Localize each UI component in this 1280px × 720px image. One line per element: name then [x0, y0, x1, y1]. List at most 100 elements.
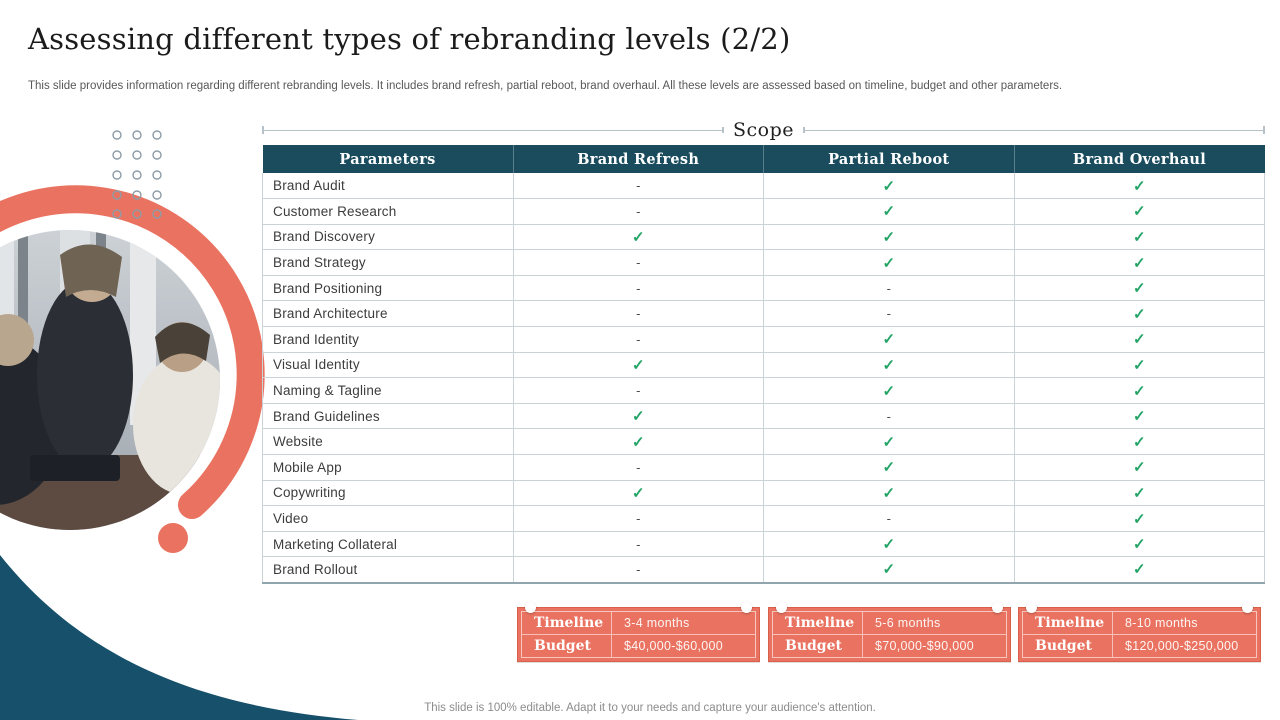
column-header-brand-overhaul: Brand Overhaul [1013, 145, 1265, 173]
check-mark: ✓ [1013, 505, 1265, 532]
check-mark: ✓ [512, 402, 764, 429]
check-mark: ✓ [1013, 530, 1265, 557]
check-mark: ✓ [1013, 326, 1265, 353]
dash-mark: - [512, 300, 764, 327]
dash-mark: - [512, 274, 764, 301]
timeline-value: 8-10 months [1113, 612, 1256, 635]
dash-mark: - [763, 505, 1015, 532]
coral-end-dot [158, 523, 188, 553]
check-mark: ✓ [512, 479, 764, 506]
timeline-label: Timeline [773, 612, 863, 635]
team-meeting-photo [0, 230, 220, 530]
check-mark: ✓ [1013, 300, 1265, 327]
check-mark: ✓ [763, 198, 1015, 225]
pin-icon [1242, 602, 1253, 613]
parameter-label: Naming & Tagline [262, 377, 514, 404]
divider-line [264, 129, 722, 131]
check-mark: ✓ [1013, 223, 1265, 250]
brand-overhaul-summary-card: Timeline 8-10 months Budget $120,000-$25… [1018, 602, 1261, 662]
column-header-brand-refresh: Brand Refresh [512, 145, 764, 173]
slide-subtitle: This slide provides information regardin… [28, 80, 1063, 92]
table-row: Mobile App - ✓ ✓ [262, 454, 1265, 481]
check-mark: ✓ [763, 556, 1015, 583]
dash-mark: - [763, 274, 1015, 301]
parameter-label: Brand Strategy [262, 249, 514, 276]
check-mark: ✓ [1013, 428, 1265, 455]
budget-value: $70,000-$90,000 [875, 638, 975, 653]
dash-mark: - [763, 402, 1015, 429]
scope-divider: Scope [262, 118, 1266, 142]
table-row: Brand Strategy - ✓ ✓ [262, 249, 1265, 276]
card-grid: Timeline 8-10 months Budget $120,000-$25… [1022, 611, 1257, 658]
budget-label: Budget [1023, 634, 1113, 657]
pin-icon [776, 602, 787, 613]
table-row: Marketing Collateral - ✓ ✓ [262, 530, 1265, 557]
check-mark: ✓ [763, 351, 1015, 378]
parameter-label: Video [262, 505, 514, 532]
divider-tick [803, 127, 806, 133]
scope-table-body: Brand Audit - ✓ ✓ Customer Research - ✓ ✓ Brand … [262, 173, 1265, 583]
check-mark: ✓ [1013, 198, 1265, 225]
dash-mark: - [512, 173, 764, 199]
budget-label: Budget [773, 634, 863, 657]
check-mark: ✓ [763, 173, 1015, 199]
dash-mark: - [763, 300, 1015, 327]
timeline-value: 5-6 months [863, 612, 1006, 635]
check-mark: ✓ [763, 428, 1015, 455]
dash-mark: - [512, 377, 764, 404]
dash-mark: - [512, 454, 764, 481]
parameter-label: Marketing Collateral [262, 530, 514, 557]
coral-ring-arc [0, 185, 265, 519]
parameter-label: Customer Research [262, 198, 514, 225]
check-mark: ✓ [763, 479, 1015, 506]
table-row: Brand Audit - ✓ ✓ [262, 173, 1265, 199]
budget-value: $120,000-$250,000 [1125, 638, 1239, 653]
dash-mark: - [512, 326, 764, 353]
table-row: Website ✓ ✓ ✓ [262, 428, 1265, 455]
parameter-label: Brand Architecture [262, 300, 514, 327]
table-row: Naming & Tagline - ✓ ✓ [262, 377, 1265, 404]
card-grid: Timeline 3-4 months Budget $40,000-$60,0… [521, 611, 756, 658]
table-row: Brand Guidelines ✓ - ✓ [262, 402, 1265, 429]
budget-label: Budget [522, 634, 612, 657]
header-row: Parameters Brand Refresh Partial Reboot … [262, 145, 1265, 173]
table-row: Brand Positioning - - ✓ [262, 274, 1265, 301]
parameter-label: Brand Positioning [262, 274, 514, 301]
check-mark: ✓ [763, 377, 1015, 404]
divider-tick [262, 126, 264, 134]
check-mark: ✓ [512, 428, 764, 455]
check-mark: ✓ [763, 326, 1015, 353]
check-mark: ✓ [1013, 479, 1265, 506]
check-mark: ✓ [763, 454, 1015, 481]
parameter-label: Mobile App [262, 454, 514, 481]
column-header-partial-reboot: Partial Reboot [763, 145, 1014, 173]
check-mark: ✓ [1013, 351, 1265, 378]
divider-line [805, 129, 1264, 131]
pin-icon [1026, 602, 1037, 613]
budget-value: $40,000-$60,000 [624, 638, 724, 653]
pin-icon [525, 602, 536, 613]
parameter-label: Copywriting [262, 479, 514, 506]
check-mark: ✓ [512, 351, 764, 378]
parameter-label: Brand Guidelines [262, 402, 514, 429]
scope-table: Parameters Brand Refresh Partial Reboot … [262, 145, 1265, 584]
pin-icon [741, 602, 752, 613]
dash-mark: - [512, 249, 764, 276]
card-grid: Timeline 5-6 months Budget $70,000-$90,0… [772, 611, 1007, 658]
parameter-label: Brand Identity [262, 326, 514, 353]
parameter-label: Brand Discovery [262, 223, 514, 250]
table-row: Visual Identity ✓ ✓ ✓ [262, 351, 1265, 378]
dot-grid [112, 130, 162, 219]
timeline-value: 3-4 months [612, 612, 755, 635]
check-mark: ✓ [1013, 249, 1265, 276]
table-row: Brand Discovery ✓ ✓ ✓ [262, 223, 1265, 250]
table-row: Brand Identity - ✓ ✓ [262, 326, 1265, 353]
brand-refresh-summary-card: Timeline 3-4 months Budget $40,000-$60,0… [517, 602, 760, 662]
partial-reboot-summary-card: Timeline 5-6 months Budget $70,000-$90,0… [768, 602, 1011, 662]
scope-table-container: Parameters Brand Refresh Partial Reboot … [262, 145, 1265, 584]
check-mark: ✓ [1013, 377, 1265, 404]
check-mark: ✓ [1013, 173, 1265, 199]
table-row: Brand Architecture - - ✓ [262, 300, 1265, 327]
check-mark: ✓ [763, 530, 1015, 557]
